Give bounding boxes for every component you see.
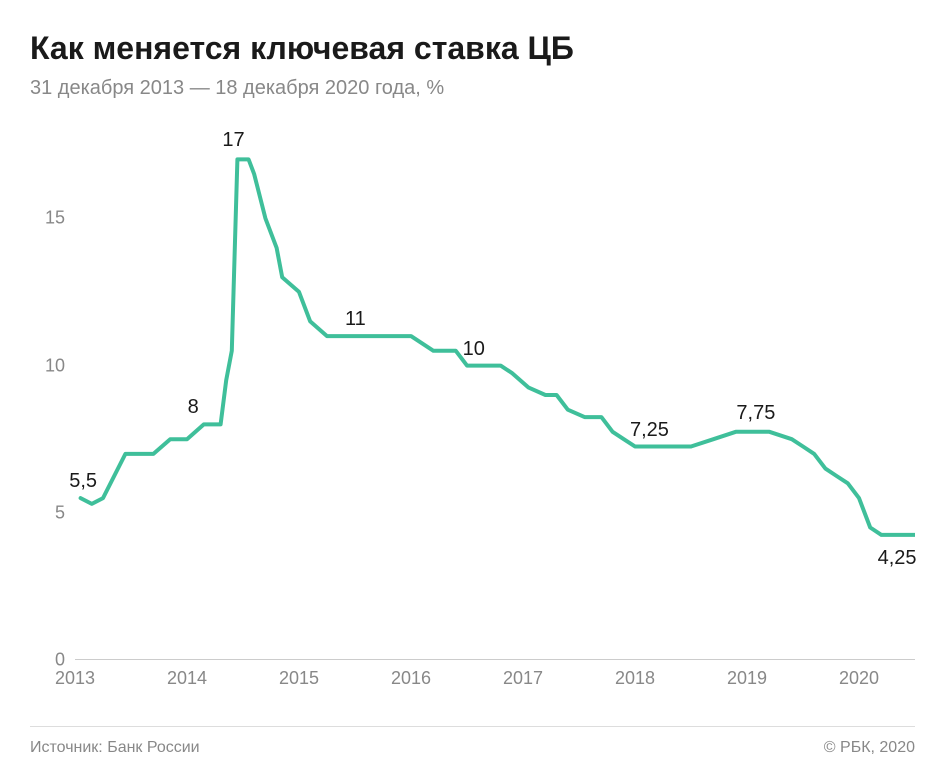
- data-point-label: 10: [463, 338, 485, 361]
- x-tick: 2016: [391, 668, 431, 689]
- x-tick: 2020: [839, 668, 879, 689]
- x-tick: 2018: [615, 668, 655, 689]
- data-point-label: 17: [222, 129, 244, 152]
- data-point-label: 7,25: [630, 419, 669, 442]
- data-point-label: 5,5: [69, 470, 97, 493]
- data-point-label: 7,75: [736, 402, 775, 425]
- chart-title: Как меняется ключевая ставка ЦБ: [30, 30, 915, 67]
- series-line: [75, 130, 915, 660]
- y-tick: 10: [30, 355, 65, 376]
- x-tick: 2015: [279, 668, 319, 689]
- x-tick: 2017: [503, 668, 543, 689]
- y-tick: 5: [30, 502, 65, 523]
- chart-container: Как меняется ключевая ставка ЦБ 31 декаб…: [0, 0, 945, 775]
- plot-region: [75, 130, 915, 660]
- x-tick: 2013: [55, 668, 95, 689]
- x-tick: 2019: [727, 668, 767, 689]
- chart-subtitle: 31 декабря 2013 — 18 декабря 2020 года, …: [30, 77, 915, 100]
- x-tick: 2014: [167, 668, 207, 689]
- y-tick: 15: [30, 208, 65, 229]
- source-label: Источник: Банк России: [30, 739, 200, 757]
- data-point-label: 11: [345, 308, 366, 331]
- chart-footer: Источник: Банк России © РБК, 2020: [30, 726, 915, 757]
- copyright-label: © РБК, 2020: [824, 739, 915, 757]
- chart-area: 051015201320142015201620172018201920205,…: [30, 120, 915, 710]
- data-point-label: 4,25: [878, 547, 917, 570]
- data-point-label: 8: [188, 396, 199, 419]
